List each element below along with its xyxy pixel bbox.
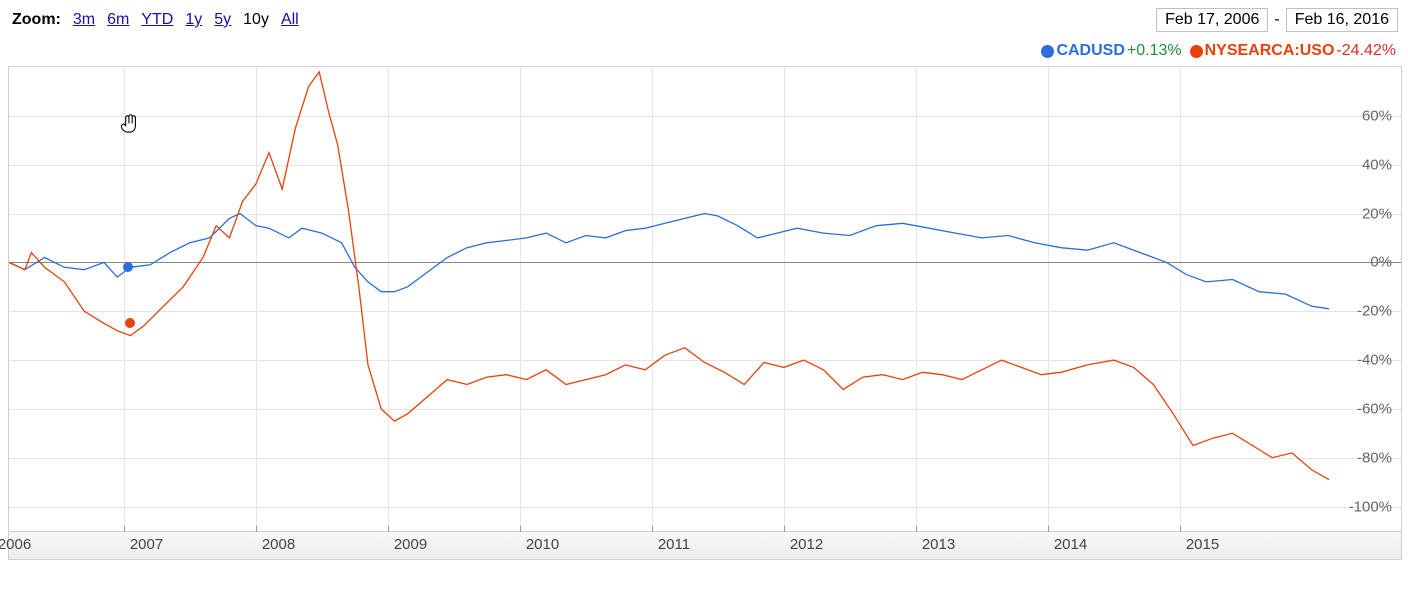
x-axis-label: 2010	[526, 536, 559, 553]
legend-item-cadusd[interactable]: CADUSD+0.13%	[1041, 42, 1181, 60]
zoom-controls: Zoom: 3m 6m YTD 1y 5y 10y All	[12, 11, 311, 29]
x-axis-label: 2014	[1054, 536, 1087, 553]
finance-chart-container: Zoom: 3m 6m YTD 1y 5y 10y All Feb 17, 2006 - F…	[0, 0, 1408, 592]
legend-name: NYSEARCA:USO	[1205, 42, 1335, 60]
zoom-option-10y: 10y	[243, 11, 269, 28]
legend-item-nysearca-uso[interactable]: NYSEARCA:USO-24.42%	[1190, 42, 1396, 60]
zoom-option-ytd[interactable]: YTD	[141, 11, 173, 28]
zoom-option-1y[interactable]: 1y	[185, 11, 202, 28]
x-axis: 2006200720082009201020112012201320142015	[8, 532, 1402, 560]
top-bar: Zoom: 3m 6m YTD 1y 5y 10y All Feb 17, 2006 - F…	[8, 8, 1402, 32]
x-axis-tick	[124, 526, 125, 532]
date-separator: -	[1274, 11, 1279, 29]
x-axis-label: 2013	[922, 536, 955, 553]
legend-change: -24.42%	[1336, 42, 1396, 60]
series-line-cadusd	[9, 214, 1329, 309]
legend-change: +0.13%	[1127, 42, 1182, 60]
date-range: Feb 17, 2006 - Feb 16, 2016	[1156, 8, 1398, 32]
x-axis-tick	[520, 526, 521, 532]
x-axis-tick	[1180, 526, 1181, 532]
chart-plot-area[interactable]: 60%40%20%0%-20%-40%-60%-80%-100%	[8, 66, 1402, 532]
x-axis-tick	[256, 526, 257, 532]
legend: CADUSD+0.13% NYSEARCA:USO-24.42%	[8, 42, 1402, 60]
x-axis-tick	[652, 526, 653, 532]
x-axis-label: 2006	[0, 536, 31, 553]
x-axis-label: 2009	[394, 536, 427, 553]
x-axis-label: 2011	[658, 536, 690, 553]
zoom-option-5y[interactable]: 5y	[214, 11, 231, 28]
x-axis-label: 2012	[790, 536, 823, 553]
legend-dot-icon	[1190, 45, 1203, 58]
zoom-option-3m[interactable]: 3m	[73, 11, 95, 28]
x-axis-tick	[916, 526, 917, 532]
legend-dot-icon	[1041, 45, 1054, 58]
x-axis-tick	[784, 526, 785, 532]
legend-name: CADUSD	[1056, 42, 1124, 60]
zoom-option-6m[interactable]: 6m	[107, 11, 129, 28]
x-axis-tick	[388, 526, 389, 532]
date-end-input[interactable]: Feb 16, 2016	[1286, 8, 1398, 32]
x-axis-tick	[1048, 526, 1049, 532]
x-axis-label: 2015	[1186, 536, 1219, 553]
x-axis-label: 2008	[262, 536, 295, 553]
line-series-svg	[9, 67, 1401, 531]
series-line-nysearca-uso	[9, 72, 1329, 480]
zoom-option-all[interactable]: All	[281, 11, 299, 28]
x-axis-label: 2007	[130, 536, 163, 553]
date-start-input[interactable]: Feb 17, 2006	[1156, 8, 1268, 32]
zoom-label: Zoom:	[12, 11, 61, 29]
